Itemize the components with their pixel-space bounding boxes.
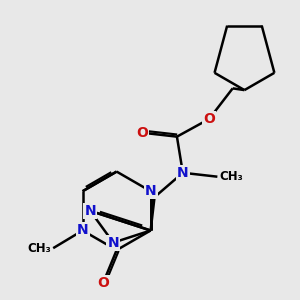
Text: N: N <box>145 184 156 198</box>
Text: N: N <box>177 166 189 180</box>
Text: O: O <box>97 277 109 290</box>
Text: N: N <box>77 224 88 238</box>
Text: CH₃: CH₃ <box>28 242 51 255</box>
Text: CH₃: CH₃ <box>219 170 243 183</box>
Text: O: O <box>136 126 148 140</box>
Text: O: O <box>203 112 215 126</box>
Text: N: N <box>107 236 119 250</box>
Text: N: N <box>84 204 96 218</box>
